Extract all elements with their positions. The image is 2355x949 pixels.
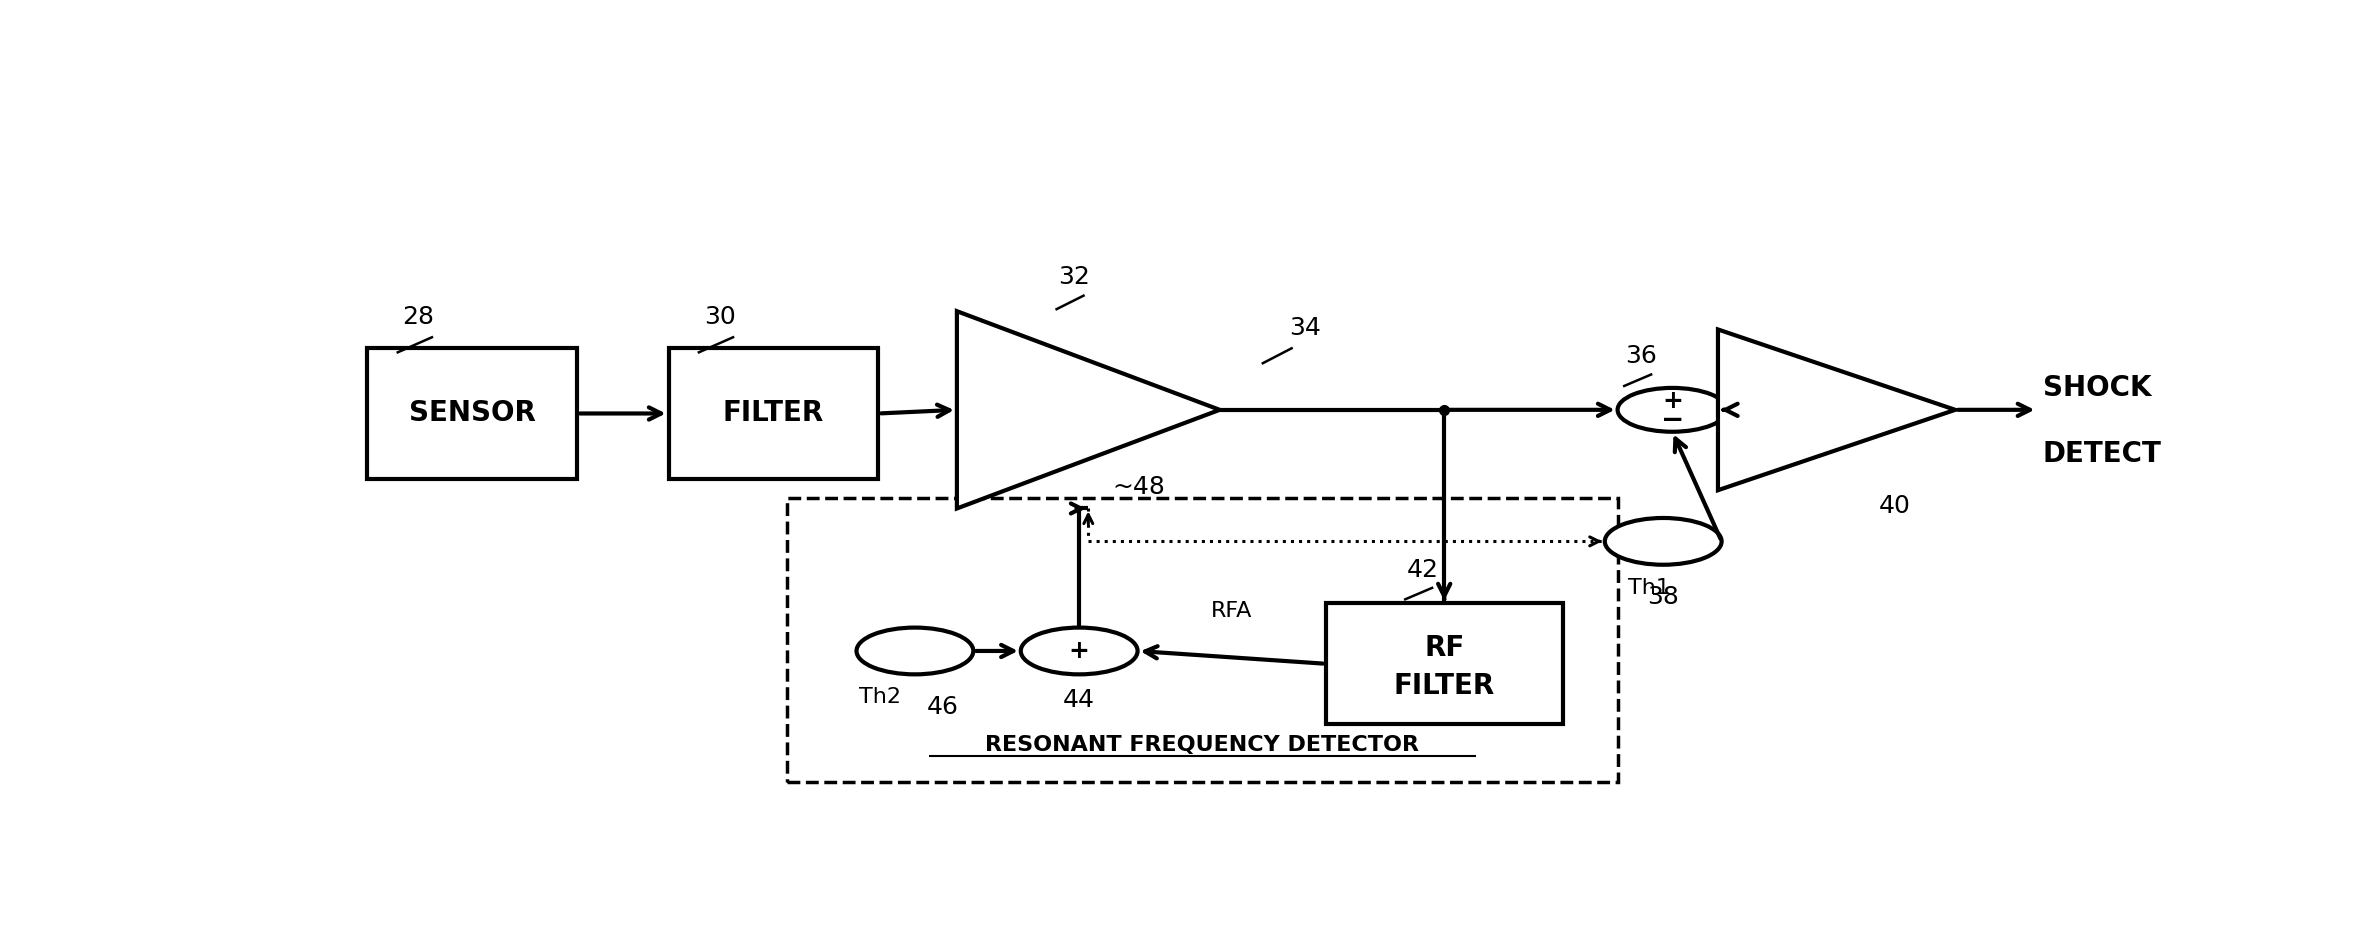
Text: 36: 36 [1625, 344, 1658, 368]
Circle shape [1604, 518, 1722, 565]
Polygon shape [1719, 329, 1955, 491]
Text: 38: 38 [1646, 586, 1679, 609]
Circle shape [1618, 388, 1726, 432]
Text: RFA: RFA [1210, 601, 1253, 621]
Text: 28: 28 [403, 306, 433, 329]
Text: Th2: Th2 [860, 687, 902, 707]
Text: RF: RF [1425, 634, 1465, 661]
Text: RESONANT FREQUENCY DETECTOR: RESONANT FREQUENCY DETECTOR [984, 735, 1420, 754]
Bar [1326, 604, 1564, 724]
Bar [787, 497, 1618, 783]
Bar [669, 347, 878, 479]
Text: 32: 32 [1057, 266, 1090, 289]
Text: −: − [1660, 405, 1684, 434]
Text: +: + [1069, 639, 1090, 663]
Text: 42: 42 [1406, 558, 1439, 582]
Polygon shape [956, 311, 1220, 509]
Circle shape [857, 627, 973, 675]
Text: FILTER: FILTER [723, 400, 824, 427]
Text: FILTER: FILTER [1394, 672, 1495, 699]
Text: DETECT: DETECT [2042, 439, 2162, 468]
Text: Th1: Th1 [1627, 578, 1670, 598]
Bar [367, 347, 577, 479]
Text: 34: 34 [1288, 316, 1321, 341]
Text: 44: 44 [1062, 687, 1095, 712]
Text: +: + [1663, 389, 1684, 414]
Text: 40: 40 [1879, 493, 1910, 518]
Text: SHOCK: SHOCK [2042, 374, 2152, 402]
Text: ~48: ~48 [1112, 474, 1166, 498]
Text: 30: 30 [704, 306, 735, 329]
Text: SENSOR: SENSOR [410, 400, 535, 427]
Text: 46: 46 [926, 695, 958, 718]
Circle shape [1020, 627, 1137, 675]
